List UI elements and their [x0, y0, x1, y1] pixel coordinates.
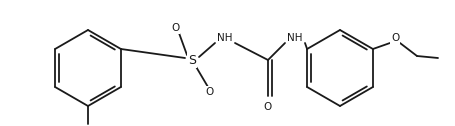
Text: NH: NH	[217, 33, 233, 43]
Text: S: S	[188, 54, 196, 67]
Text: O: O	[206, 87, 214, 97]
Text: NH: NH	[287, 33, 303, 43]
Text: O: O	[171, 23, 179, 33]
Text: O: O	[391, 33, 399, 43]
Text: O: O	[264, 102, 272, 112]
